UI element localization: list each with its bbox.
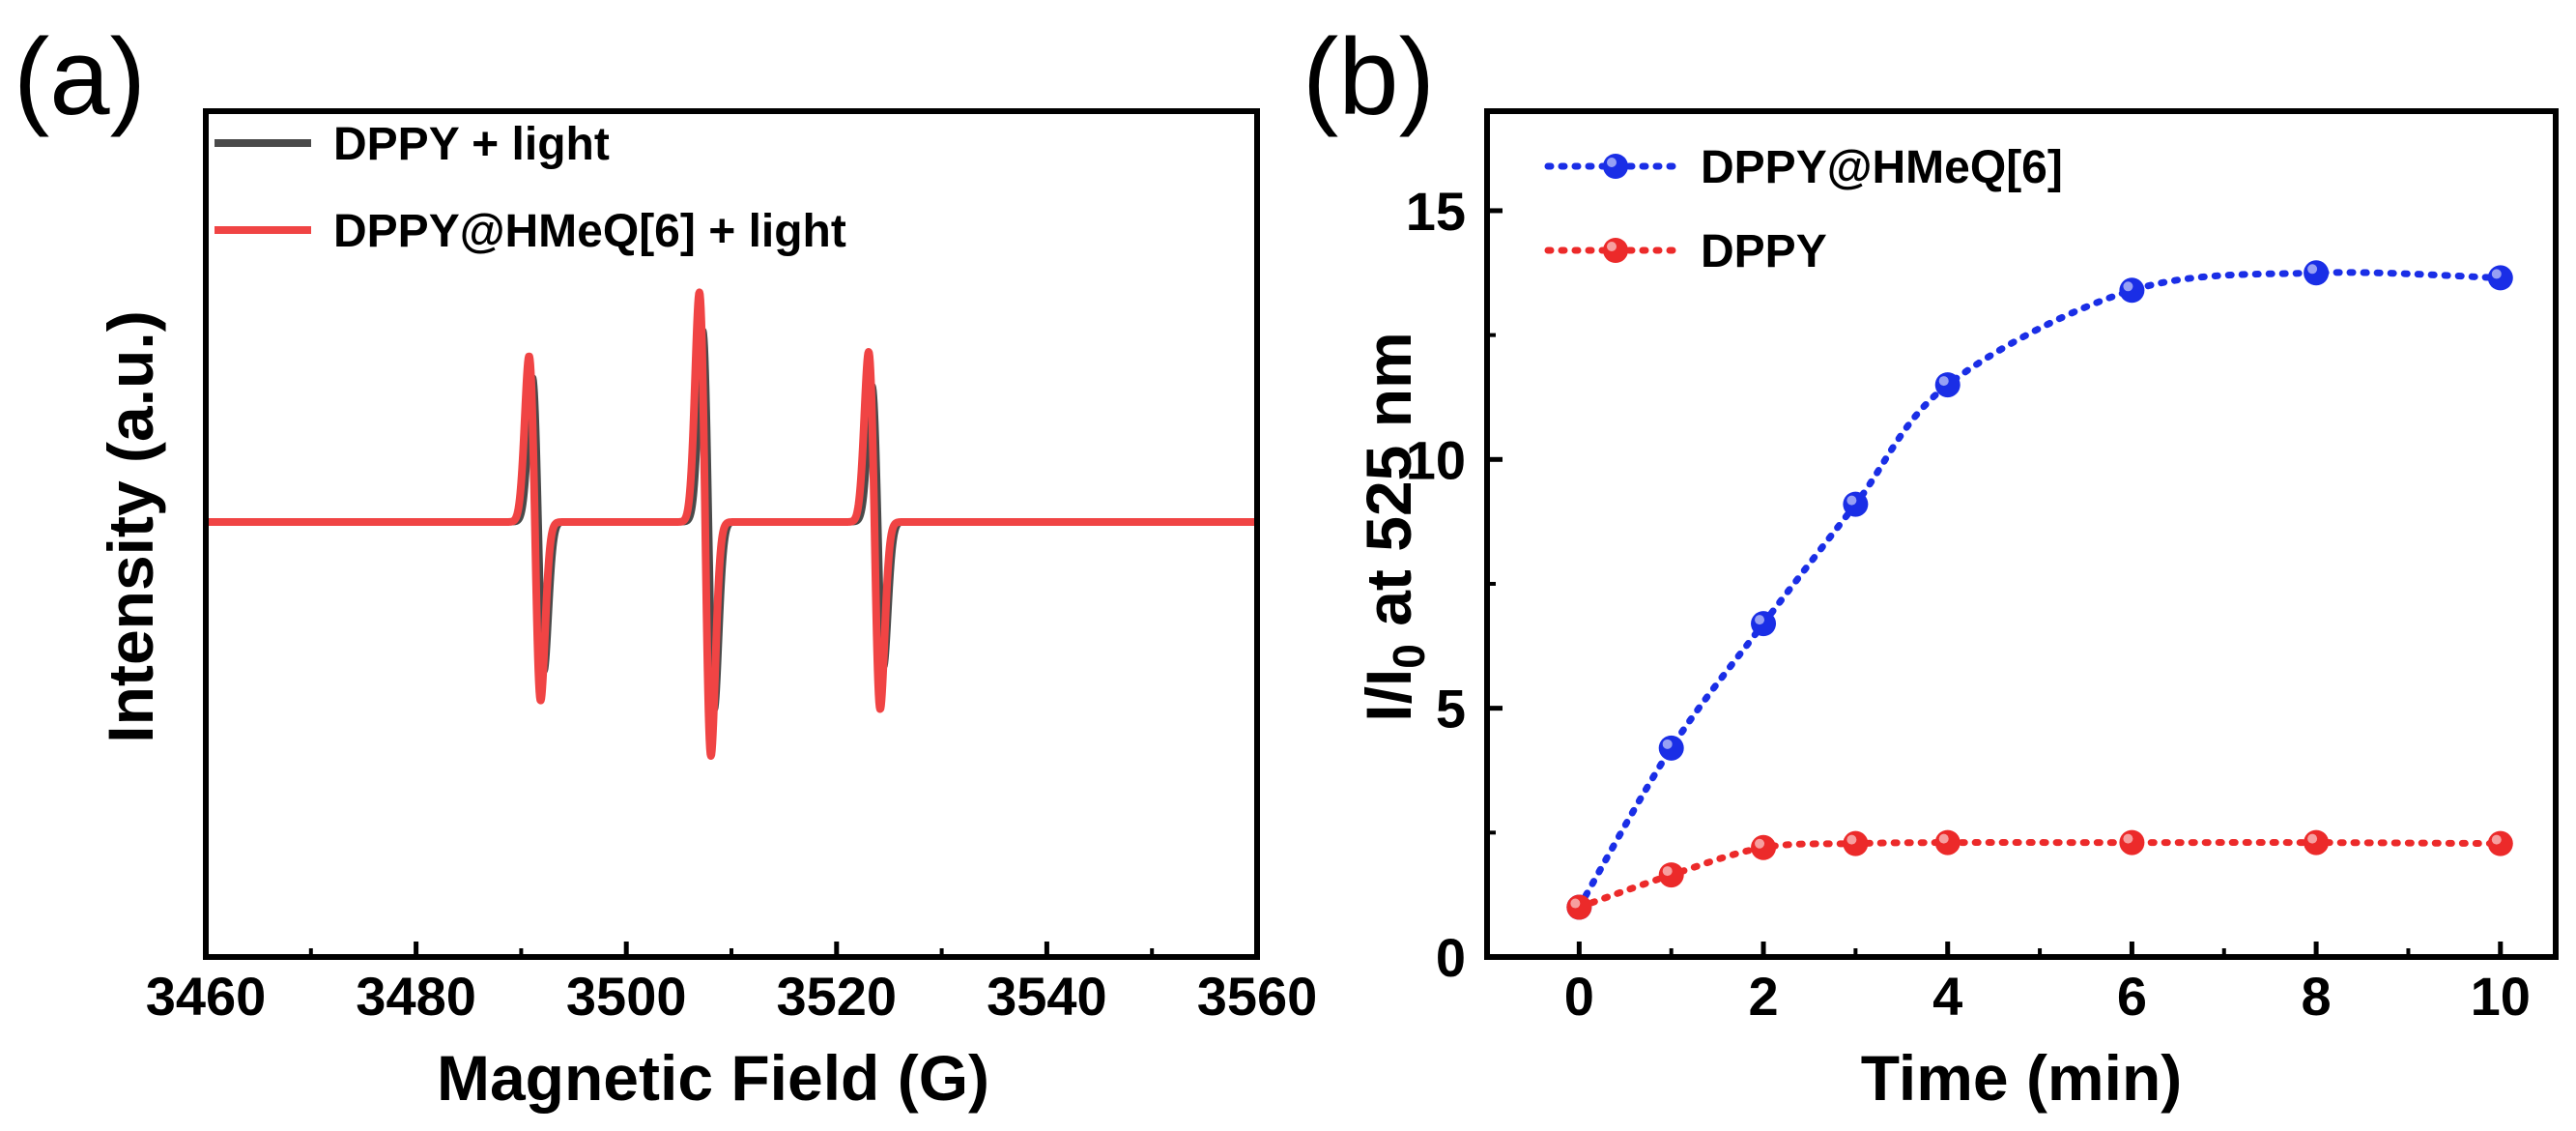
panel-b-point-dppy-hmeq6-highlight xyxy=(2123,281,2133,292)
panel-b-y-ticks: 0 5 10 15 xyxy=(1406,181,1503,988)
panel-b-point-dppy-hmeq6 xyxy=(2119,277,2145,304)
panel-a-xtick-label: 3560 xyxy=(1197,966,1318,1027)
panel-b-point-dppy-highlight xyxy=(2123,833,2133,844)
panel-b-line-dppy xyxy=(1575,839,2504,912)
panel-b-legend-marker-highlight xyxy=(1607,242,1617,251)
panel-b-ylabel: I/I0 at 525 nm xyxy=(1353,332,1434,721)
panel-b-point-dppy-hmeq6-highlight xyxy=(1755,615,1765,625)
panel-b-point-dppy-hmeq6-highlight xyxy=(2491,269,2502,279)
panel-b-xtick-label: 4 xyxy=(1932,966,1962,1027)
panel-b-xtick-label: 2 xyxy=(1748,966,1778,1027)
panel-b-xtick-label: 0 xyxy=(1564,966,1594,1027)
panel-b-x-ticks: 0 2 4 6 8 10 xyxy=(1564,942,2531,1027)
panel-a-legend: DPPY + light DPPY@HMeQ[6] + light xyxy=(215,119,846,257)
panel-b-ytick-label: 15 xyxy=(1406,181,1466,242)
panel-b-point-dppy xyxy=(1843,830,1869,856)
panel-b-ylabel-main: I/I xyxy=(1353,669,1424,722)
panel-b-point-dppy-hmeq6 xyxy=(1751,611,1777,637)
panel-b-legend-marker-highlight xyxy=(1607,158,1617,167)
panel-b-xlabel: Time (min) xyxy=(1861,1042,2182,1114)
panel-b-legend-marker xyxy=(1603,154,1628,179)
panel-b-point-dppy-highlight xyxy=(2307,833,2318,844)
panel-b-line-dppy-hmeq6 xyxy=(1575,269,2504,912)
panel-a-xlabel: Magnetic Field (G) xyxy=(437,1042,989,1114)
panel-a-letter: (a) xyxy=(14,16,146,137)
panel-a: (a) 3460 3480 3500 3520 3540 3560 Magnetic Fi… xyxy=(14,16,1317,1114)
panel-b-xtick-label: 8 xyxy=(2302,966,2332,1027)
panel-b-point-dppy-hmeq6 xyxy=(2487,265,2513,291)
panel-a-ylabel: Intensity (a.u.) xyxy=(95,310,166,742)
panel-b-point-dppy-hmeq6 xyxy=(1658,735,1684,761)
panel-a-legend-label: DPPY@HMeQ[6] + light xyxy=(333,206,846,257)
panel-b-ytick-label: 0 xyxy=(1436,927,1466,988)
panel-b-point-dppy xyxy=(2304,829,2330,856)
panel-b-xtick-label: 10 xyxy=(2471,966,2531,1027)
panel-b-ytick-label: 10 xyxy=(1406,429,1466,490)
panel-b-point-dppy-hmeq6 xyxy=(1843,491,1869,517)
panel-b-point-dppy xyxy=(1658,862,1684,888)
panel-a-series-dppy-hmeq6-light xyxy=(202,288,1261,760)
panel-b-point-dppy-highlight xyxy=(1662,866,1673,877)
panel-b-point-dppy-highlight xyxy=(1938,833,1949,844)
panel-a-xtick-label: 3520 xyxy=(777,966,898,1027)
panel-b-letter: (b) xyxy=(1302,16,1435,137)
panel-b-series-dppy-hmeq6 xyxy=(1566,260,2513,920)
panel-a-xtick-label: 3540 xyxy=(987,966,1107,1027)
panel-b-point-dppy-highlight xyxy=(1846,834,1857,845)
panel-a-xtick-label: 3460 xyxy=(146,966,267,1027)
panel-b-point-dppy-hmeq6-highlight xyxy=(2307,264,2318,275)
panel-b-point-dppy-highlight xyxy=(1570,898,1581,909)
panel-b-xtick-label: 6 xyxy=(2117,966,2147,1027)
panel-b-legend-marker xyxy=(1603,238,1628,263)
panel-b-plot-area xyxy=(1566,260,2513,920)
panel-b-point-dppy xyxy=(2487,830,2513,856)
panel-a-x-ticks: 3460 3480 3500 3520 3540 3560 xyxy=(146,942,1318,1027)
panel-b-frame xyxy=(1484,108,2559,960)
panel-a-legend-label: DPPY + light xyxy=(333,119,610,170)
panel-b-point-dppy-highlight xyxy=(1755,838,1765,849)
panel-b-legend-label: DPPY@HMeQ[6] xyxy=(1701,142,2063,193)
panel-b-point-dppy-hmeq6 xyxy=(1934,372,1961,398)
panel-b-point-dppy xyxy=(1934,829,1961,856)
panel-b-point-dppy xyxy=(1751,834,1777,860)
panel-b-ytick-label: 5 xyxy=(1436,679,1466,740)
panel-b-point-dppy-highlight xyxy=(2491,834,2502,845)
panel-b-point-dppy-hmeq6 xyxy=(2304,260,2330,286)
panel-a-plot-area xyxy=(202,288,1261,760)
panel-b-point-dppy-hmeq6-highlight xyxy=(1846,495,1857,506)
panel-b-legend: DPPY@HMeQ[6] DPPY xyxy=(1544,142,2063,277)
panel-b-point-dppy-hmeq6-highlight xyxy=(1662,739,1673,749)
panel-b-legend-label: DPPY xyxy=(1701,226,1827,277)
panel-b-ylabel-sub: 0 xyxy=(1384,644,1434,669)
panel-a-xtick-label: 3480 xyxy=(356,966,476,1027)
panel-b-ylabel-rest: at 525 nm xyxy=(1353,332,1424,644)
panel-b-point-dppy-hmeq6-highlight xyxy=(1938,376,1949,387)
panel-b-point-dppy xyxy=(1566,894,1592,920)
panel-a-xtick-label: 3500 xyxy=(566,966,687,1027)
panel-b-series-dppy xyxy=(1566,829,2513,920)
panel-b-point-dppy xyxy=(2119,829,2145,856)
